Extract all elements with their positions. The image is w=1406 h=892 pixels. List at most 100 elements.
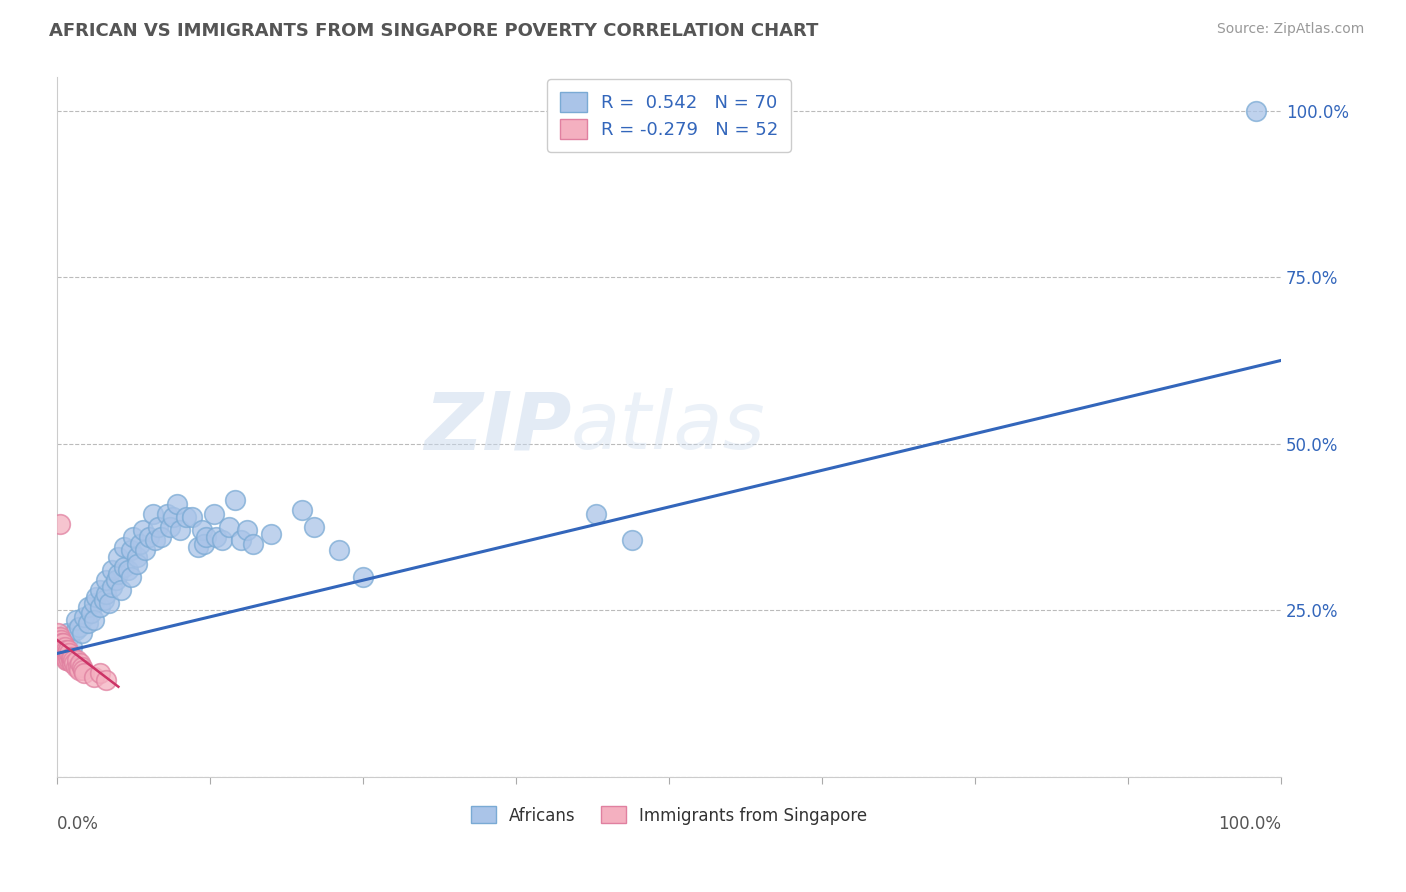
Text: atlas: atlas — [571, 388, 766, 466]
Point — [117, 563, 139, 577]
Point — [134, 543, 156, 558]
Point — [138, 530, 160, 544]
Point — [302, 520, 325, 534]
Point — [94, 573, 117, 587]
Point — [132, 523, 155, 537]
Point — [70, 659, 93, 673]
Point — [89, 666, 111, 681]
Point — [69, 657, 91, 671]
Point — [59, 653, 82, 667]
Point — [48, 640, 70, 654]
Point — [49, 643, 72, 657]
Text: ZIP: ZIP — [423, 388, 571, 466]
Point — [62, 653, 84, 667]
Point — [51, 643, 73, 657]
Point — [59, 649, 82, 664]
Point — [63, 657, 86, 671]
Point — [202, 507, 225, 521]
Point — [56, 653, 79, 667]
Point — [101, 563, 124, 577]
Point — [48, 633, 70, 648]
Point — [110, 583, 132, 598]
Point — [48, 626, 70, 640]
Point — [52, 647, 75, 661]
Point — [229, 533, 252, 548]
Point — [174, 510, 197, 524]
Point — [146, 520, 169, 534]
Point — [107, 566, 129, 581]
Point — [80, 607, 103, 621]
Point — [211, 533, 233, 548]
Point — [125, 549, 148, 564]
Point — [242, 536, 264, 550]
Point — [73, 609, 96, 624]
Point — [51, 640, 73, 654]
Point — [65, 623, 87, 637]
Point — [122, 530, 145, 544]
Point — [48, 516, 70, 531]
Point — [120, 570, 142, 584]
Point — [585, 507, 607, 521]
Point — [58, 630, 80, 644]
Point — [83, 670, 105, 684]
Point — [162, 510, 184, 524]
Point — [60, 640, 83, 654]
Point — [51, 636, 73, 650]
Point — [190, 523, 212, 537]
Point — [58, 653, 80, 667]
Text: 0.0%: 0.0% — [58, 815, 98, 833]
Text: Source: ZipAtlas.com: Source: ZipAtlas.com — [1216, 22, 1364, 37]
Point — [1246, 103, 1268, 118]
Point — [156, 507, 179, 521]
Legend: R =  0.542   N = 70, R = -0.279   N = 52: R = 0.542 N = 70, R = -0.279 N = 52 — [547, 79, 792, 152]
Point — [193, 536, 215, 550]
Point — [621, 533, 644, 548]
Point — [89, 599, 111, 614]
Point — [143, 533, 166, 548]
Point — [94, 586, 117, 600]
Point — [120, 543, 142, 558]
Point — [72, 663, 94, 677]
Point — [53, 640, 76, 654]
Point — [70, 626, 93, 640]
Point — [58, 647, 80, 661]
Point — [205, 530, 228, 544]
Point — [48, 633, 70, 648]
Point — [67, 620, 90, 634]
Point — [51, 647, 73, 661]
Point — [224, 493, 246, 508]
Point — [55, 653, 77, 667]
Point — [89, 583, 111, 598]
Point — [55, 647, 77, 661]
Point — [86, 590, 108, 604]
Point — [104, 573, 127, 587]
Point — [83, 597, 105, 611]
Point — [52, 640, 75, 654]
Text: 100.0%: 100.0% — [1218, 815, 1281, 833]
Point — [53, 643, 76, 657]
Point — [166, 497, 188, 511]
Point — [52, 640, 75, 654]
Point — [328, 543, 350, 558]
Point — [66, 659, 89, 673]
Point — [97, 597, 120, 611]
Point — [129, 536, 152, 550]
Point — [180, 510, 202, 524]
Point — [60, 649, 83, 664]
Point — [195, 530, 218, 544]
Point — [73, 666, 96, 681]
Point — [65, 613, 87, 627]
Point — [142, 507, 165, 521]
Point — [46, 630, 69, 644]
Point — [107, 549, 129, 564]
Point — [56, 647, 79, 661]
Point — [93, 593, 115, 607]
Point — [101, 580, 124, 594]
Point — [76, 599, 98, 614]
Point — [159, 520, 181, 534]
Point — [48, 643, 70, 657]
Point — [291, 503, 314, 517]
Point — [260, 526, 283, 541]
Point — [49, 633, 72, 648]
Point — [49, 636, 72, 650]
